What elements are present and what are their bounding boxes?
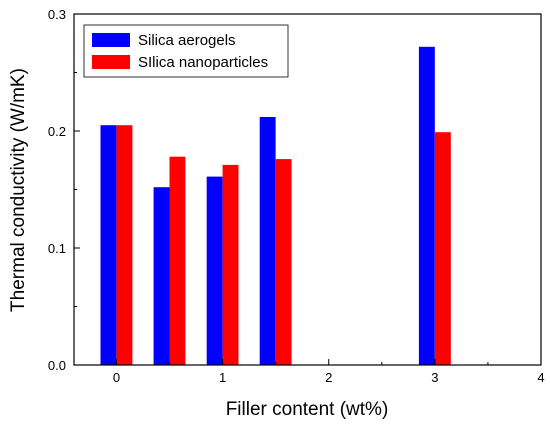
bar-series1-0 <box>116 125 133 365</box>
bar-series1-1 <box>169 156 186 365</box>
bar-series0-4 <box>418 46 435 366</box>
y-axis-title: Thermal conductivity (W/mK) <box>8 68 29 312</box>
y-tick-label-3: 0.3 <box>48 7 66 22</box>
x-tick-label-0: 0 <box>113 370 120 385</box>
bar-series1-4 <box>434 132 451 365</box>
bar-series1-3 <box>275 159 292 365</box>
bar-series0-3 <box>259 117 276 365</box>
axis-ticks <box>74 13 542 366</box>
bar-series0-1 <box>153 187 170 365</box>
legend-swatch-silica-aerogels <box>92 33 130 47</box>
bar-series0-2 <box>206 176 223 365</box>
x-tick-label-1: 1 <box>219 370 226 385</box>
bar-series0-0 <box>100 125 117 365</box>
bar-series1-2 <box>222 164 239 365</box>
x-tick-label-3: 3 <box>431 370 438 385</box>
x-tick-label-2: 2 <box>325 370 332 385</box>
x-tick-label-4: 4 <box>537 370 544 385</box>
x-axis-title: Filler content (wt%) <box>226 399 389 420</box>
legend-swatch-silica-nanoparticles <box>92 55 130 69</box>
y-tick-label-0: 0.0 <box>48 358 66 373</box>
legend: Silica aerogels SIlica nanoparticles <box>83 24 289 78</box>
tick-labels: 0 1 2 3 4 0.0 0.1 0.2 0.3 <box>48 7 545 385</box>
legend-label-silica-aerogels: Silica aerogels <box>138 32 236 49</box>
bars <box>100 46 451 366</box>
legend-label-silica-nanoparticles: SIlica nanoparticles <box>138 54 268 71</box>
y-tick-label-2: 0.2 <box>48 124 66 139</box>
y-tick-label-1: 0.1 <box>48 241 66 256</box>
